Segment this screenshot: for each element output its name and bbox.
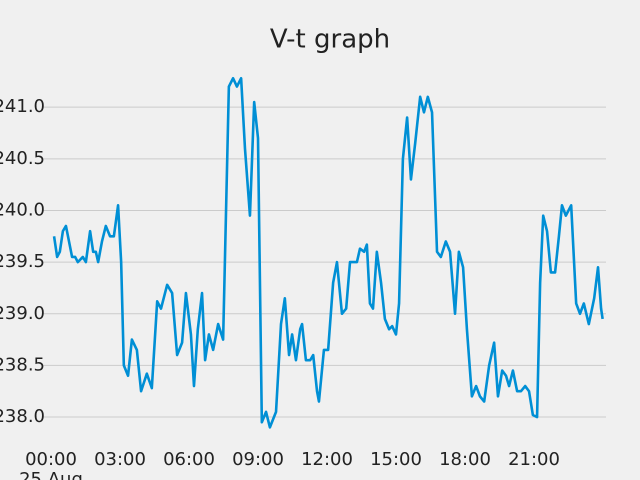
y-tick-label: 239.0	[0, 303, 45, 324]
y-tick-label: 239.5	[0, 251, 45, 272]
x-tick-label: 12:00	[301, 449, 353, 470]
x-tick-label: 03:00	[94, 449, 146, 470]
y-tick-label: 240.0	[0, 199, 45, 220]
y-tick-label: 238.0	[0, 406, 45, 427]
x-tick-label: 21:00	[508, 449, 560, 470]
x-tick-label: 15:00	[370, 449, 422, 470]
x-tick-label: 00:00	[25, 449, 77, 470]
x-date-label: 25 Aug	[19, 469, 83, 480]
x-tick-label: 06:00	[163, 449, 215, 470]
data-line	[52, 76, 604, 429]
x-tick-label: 18:00	[439, 449, 491, 470]
chart-title: V-t graph	[270, 25, 390, 55]
x-tick-label: 09:00	[232, 449, 284, 470]
y-tick-label: 238.5	[0, 354, 45, 375]
y-tick-label: 240.5	[0, 148, 45, 169]
y-tick-label: 241.0	[0, 96, 45, 117]
